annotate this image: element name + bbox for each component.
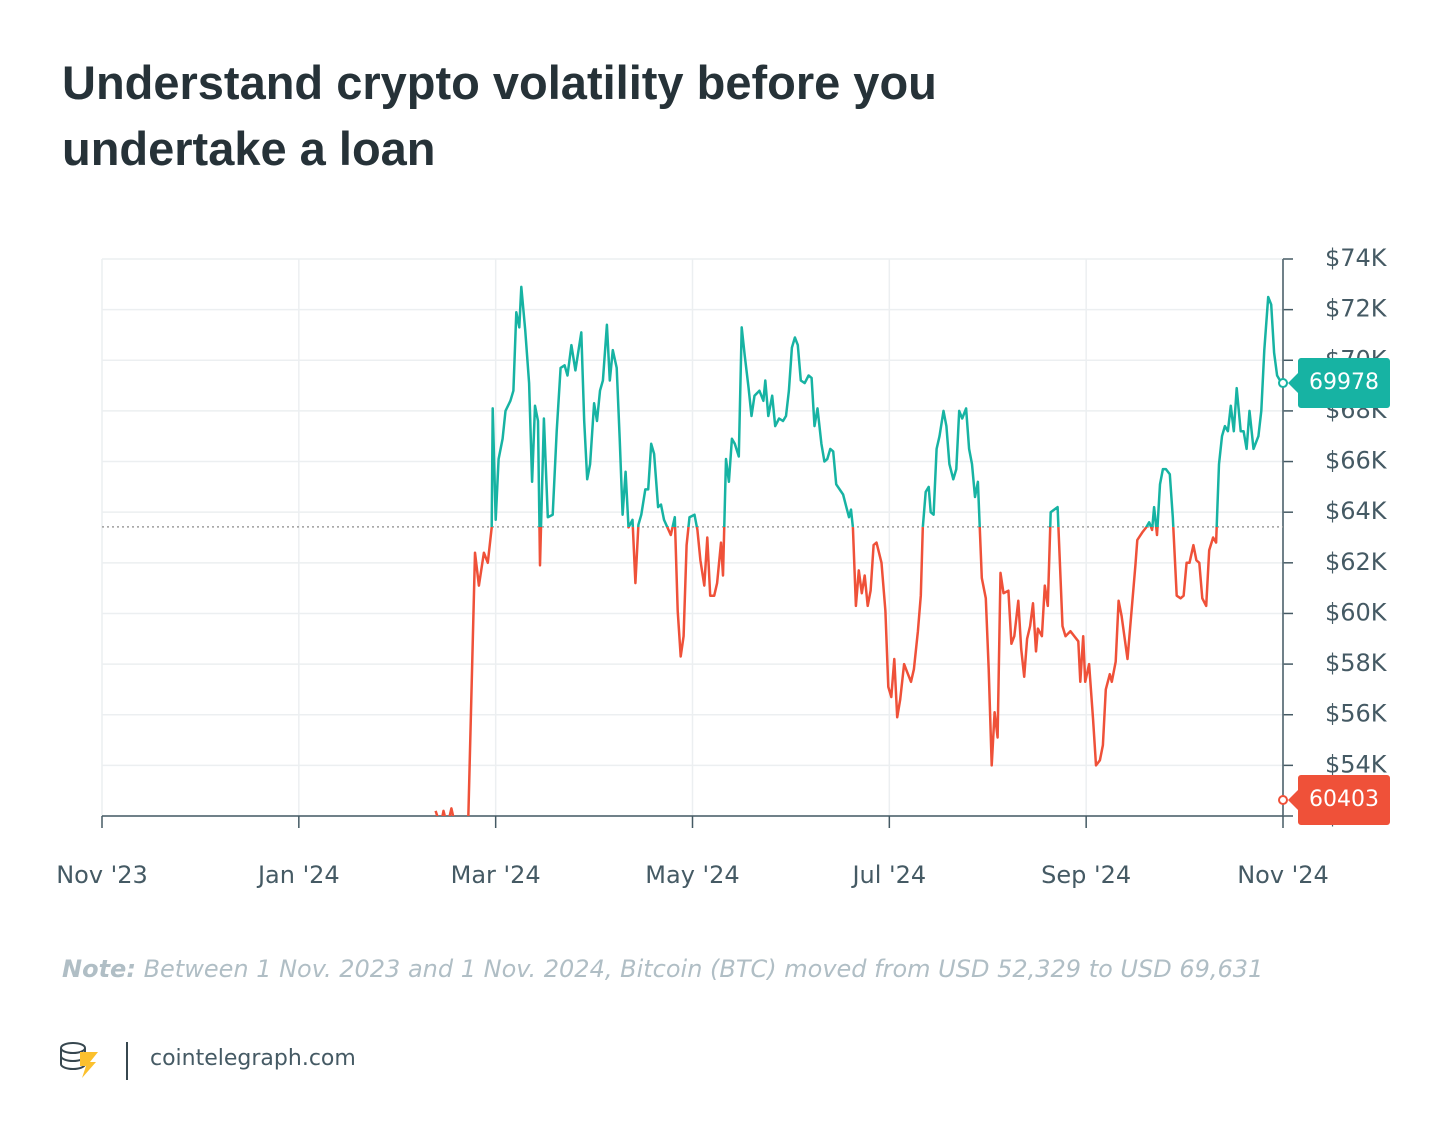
y-tick-label: $72K (1325, 295, 1388, 323)
x-tick-label: Jul '24 (850, 861, 926, 889)
x-tick-label: Nov '24 (1237, 861, 1329, 889)
y-tick-label: $56K (1325, 700, 1388, 728)
price-tag-high: 69978 (1309, 370, 1379, 395)
y-tick-label: $54K (1325, 750, 1388, 778)
logo (60, 1042, 128, 1080)
price-tag-low-bg (1288, 775, 1390, 825)
price-tag-low: 60403 (1309, 787, 1379, 812)
x-tick-label: Mar '24 (451, 861, 541, 889)
x-tick-label: Sep '24 (1041, 861, 1131, 889)
tag-dot (1278, 378, 1288, 389)
price-tag-high-bg (1288, 358, 1390, 409)
x-tick-label: May '24 (645, 861, 739, 889)
chart-title: Understand crypto volatility before you … (62, 56, 937, 175)
note-text: Between 1 Nov. 2023 and 1 Nov. 2024, Bit… (143, 955, 1264, 983)
note: Note: Between 1 Nov. 2023 and 1 Nov. 202… (62, 955, 1263, 983)
note-label: Note: (62, 955, 136, 983)
y-tick-label: $66K (1325, 447, 1388, 475)
source: cointelegraph.com (150, 1046, 356, 1071)
y-tick-label: $74K (1325, 244, 1388, 272)
x-tick-label: Jan '24 (256, 861, 340, 889)
y-tick-label: $58K (1325, 649, 1388, 677)
y-tick-label: $60K (1325, 598, 1388, 626)
y-tick-label: $62K (1325, 548, 1388, 576)
x-tick-label: Nov '23 (56, 861, 148, 889)
price-line (434, 285, 1283, 816)
y-tick-label: $64K (1325, 497, 1388, 525)
tag-dot (1278, 795, 1288, 805)
